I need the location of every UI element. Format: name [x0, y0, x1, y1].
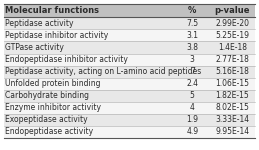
Text: Exopeptidase activity: Exopeptidase activity: [5, 115, 88, 124]
FancyBboxPatch shape: [4, 78, 255, 90]
Text: GTPase activity: GTPase activity: [5, 43, 64, 52]
Text: Molecular functions: Molecular functions: [5, 6, 99, 15]
FancyBboxPatch shape: [4, 90, 255, 102]
Text: 1.82E-15: 1.82E-15: [215, 91, 249, 100]
Text: 1.06E-15: 1.06E-15: [215, 79, 249, 88]
FancyBboxPatch shape: [4, 102, 255, 114]
Text: %: %: [188, 6, 197, 15]
Text: Peptidase inhibitor activity: Peptidase inhibitor activity: [5, 31, 109, 40]
Text: 4: 4: [190, 103, 195, 112]
Text: 1.4E-18: 1.4E-18: [218, 43, 247, 52]
FancyBboxPatch shape: [4, 54, 255, 66]
Text: 3.8: 3.8: [186, 43, 198, 52]
Text: 8.02E-15: 8.02E-15: [215, 103, 249, 112]
Text: 2.4: 2.4: [186, 79, 198, 88]
FancyBboxPatch shape: [4, 41, 255, 54]
Text: 4.9: 4.9: [186, 128, 198, 136]
Text: Peptidase activity, acting on L-amino acid peptides: Peptidase activity, acting on L-amino ac…: [5, 67, 202, 76]
Text: 5: 5: [190, 91, 195, 100]
Text: Enzyme inhibitor activity: Enzyme inhibitor activity: [5, 103, 101, 112]
Text: 3: 3: [190, 55, 195, 64]
FancyBboxPatch shape: [4, 29, 255, 41]
Text: 7: 7: [190, 67, 195, 76]
FancyBboxPatch shape: [4, 66, 255, 78]
Text: Unfolded protein binding: Unfolded protein binding: [5, 79, 101, 88]
Text: 2.99E-20: 2.99E-20: [215, 19, 249, 28]
Text: 1.9: 1.9: [186, 115, 198, 124]
Text: 3.33E-14: 3.33E-14: [215, 115, 249, 124]
FancyBboxPatch shape: [4, 114, 255, 126]
Text: 5.25E-19: 5.25E-19: [215, 31, 249, 40]
FancyBboxPatch shape: [4, 4, 255, 17]
FancyBboxPatch shape: [4, 126, 255, 138]
Text: p-value: p-value: [215, 6, 250, 15]
Text: 5.16E-18: 5.16E-18: [215, 67, 249, 76]
Text: Carbohydrate binding: Carbohydrate binding: [5, 91, 89, 100]
Text: 9.95E-14: 9.95E-14: [215, 128, 249, 136]
FancyBboxPatch shape: [4, 17, 255, 29]
Text: Endopeptidase activity: Endopeptidase activity: [5, 128, 93, 136]
Text: Peptidase activity: Peptidase activity: [5, 19, 74, 28]
Text: Endopeptidase inhibitor activity: Endopeptidase inhibitor activity: [5, 55, 128, 64]
Text: 7.5: 7.5: [186, 19, 198, 28]
Text: 2.77E-18: 2.77E-18: [215, 55, 249, 64]
Text: 3.1: 3.1: [186, 31, 198, 40]
